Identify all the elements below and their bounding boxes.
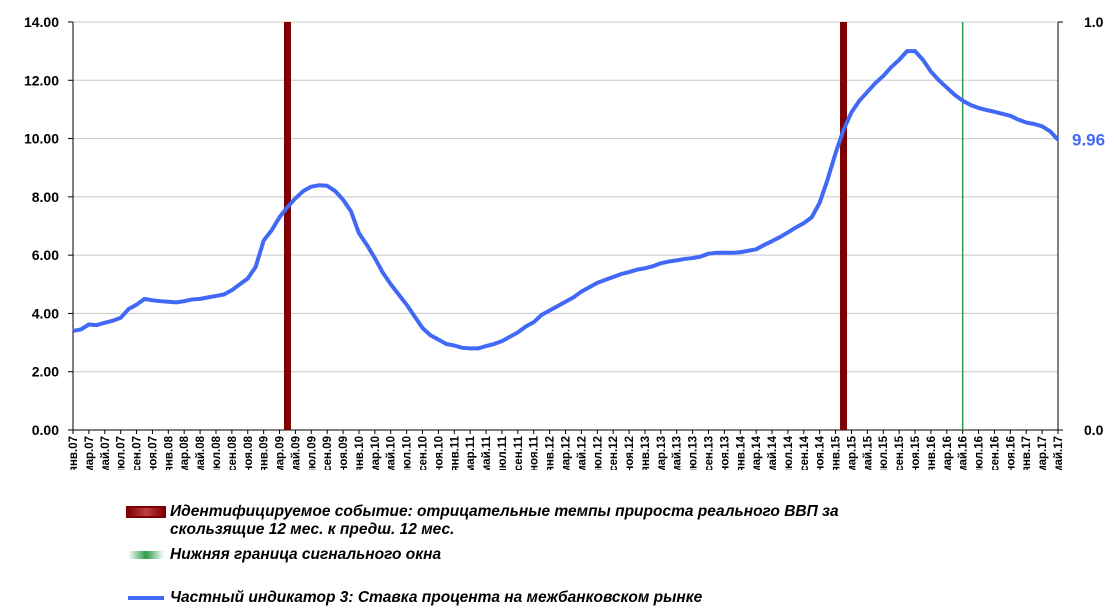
x-tick-label: май.07: [100, 436, 112, 470]
x-tick-label: ноя.12: [624, 436, 636, 470]
event-bar: [961, 22, 964, 430]
x-tick-label: ноя.11: [529, 435, 541, 470]
x-tick-label: ноя.13: [719, 436, 731, 470]
legend-swatch: [128, 551, 164, 559]
legend-item: Идентифицируемое событие: отрицательные …: [126, 503, 840, 539]
x-tick-label: май.09: [290, 436, 302, 470]
x-tick-label: янв.08: [163, 435, 175, 470]
y-tick-label: 12.00: [24, 72, 59, 88]
x-tick-label: май.15: [862, 435, 874, 470]
x-tick-label: июл.16: [974, 436, 986, 470]
legend-swatch: [126, 506, 166, 518]
x-tick-label: мар.11: [465, 435, 477, 470]
legend-item: Частный индикатор 3: Ставка процента на …: [128, 589, 840, 607]
x-tick-label: янв.15: [831, 435, 843, 470]
x-tick-label: ноя.14: [815, 435, 827, 470]
legend-label: Частный индикатор 3: Ставка процента на …: [170, 589, 703, 606]
x-tick-label: янв.07: [68, 436, 80, 470]
x-tick-label: май.10: [386, 436, 398, 470]
x-tick-label: ноя.09: [338, 436, 350, 470]
last-value-label: 9.96: [1072, 131, 1105, 150]
x-tick-label: мар.07: [84, 436, 96, 470]
y-tick-label: 2.00: [32, 364, 59, 380]
x-tick-label: мар.13: [656, 436, 668, 470]
x-tick-label: сен.08: [227, 435, 239, 470]
event-bar: [283, 22, 291, 430]
x-tick-label: янв.11: [449, 435, 461, 470]
x-tick-label: янв.12: [545, 436, 557, 470]
x-tick-label: май.16: [958, 436, 970, 470]
y-tick-label: 10.00: [24, 131, 59, 147]
legend-label: Идентифицируемое событие: отрицательные …: [170, 503, 839, 538]
legend-swatch: [128, 596, 164, 600]
x-tick-label: май.12: [576, 436, 588, 470]
x-tick-label: июл.07: [116, 436, 128, 470]
x-tick-label: июл.08: [211, 435, 223, 470]
y-tick-label: 8.00: [32, 189, 59, 205]
x-tick-label: июл.09: [306, 436, 318, 470]
x-tick-label: янв.10: [354, 436, 366, 470]
x-tick-label: ноя.08: [243, 435, 255, 470]
x-tick-label: янв.14: [735, 435, 747, 470]
x-tick-label: ноя.16: [1005, 436, 1017, 470]
x-tick-label: сен.10: [418, 436, 430, 470]
x-tick-label: июл.11: [497, 435, 509, 470]
legend-label: Нижняя граница сигнального окна: [170, 546, 442, 563]
y2-tick-label: 1.0: [1084, 14, 1104, 30]
y-tick-label: 14.00: [24, 14, 59, 30]
x-tick-label: ноя.10: [433, 436, 445, 470]
x-tick-label: сен.11: [513, 435, 525, 470]
x-tick-label: мар.17: [1037, 436, 1049, 470]
x-tick-label: мар.15: [846, 435, 858, 470]
y-tick-label: 6.00: [32, 247, 59, 263]
line: [72, 49, 1060, 351]
chart: 0.00 2.00 4.00 6.00 8.00 10.00 12.00 14.00 0.0 1.…: [24, 14, 1105, 470]
x-tick-label: янв.17: [1021, 436, 1033, 470]
x-tick-label: сен.09: [322, 436, 334, 470]
x-tick-label: сен.14: [799, 435, 811, 470]
x-tick-label: май.13: [672, 436, 684, 470]
x-tick-label: мар.14: [751, 435, 763, 470]
x-tick-label: май.14: [767, 435, 779, 470]
legend-item: Нижняя граница сигнального окна: [128, 546, 840, 564]
x-tick-label: сен.12: [608, 436, 620, 470]
y2-tick-label: 0.0: [1084, 422, 1104, 438]
x-tick-label: июл.15: [878, 435, 890, 470]
x-tick-label: сен.15: [894, 435, 906, 470]
x-tick-label: июл.14: [783, 435, 795, 470]
x-tick-label: янв.13: [640, 436, 652, 470]
x-tick-label: сен.07: [132, 436, 144, 470]
x-tick-label: ноя.07: [147, 436, 159, 470]
x-tick-label: май.17: [1053, 436, 1065, 470]
x-tick-label: июл.12: [592, 436, 604, 470]
x-tick-label: янв.16: [926, 436, 938, 470]
x-tick-label: мар.09: [275, 436, 287, 470]
x-tick-label: май.11: [481, 435, 493, 470]
x-tick-label: сен.13: [703, 436, 715, 470]
y-tick-label: 4.00: [32, 305, 59, 321]
x-tick-label: янв.09: [259, 436, 271, 470]
x-tick-label: июл.10: [402, 436, 414, 470]
x-tick-label: мар.12: [561, 436, 573, 470]
event-bar: [840, 22, 848, 430]
x-tick-label: сен.16: [989, 436, 1001, 470]
x-tick-label: май.08: [195, 435, 207, 470]
x-tick-label: ноя.15: [910, 435, 922, 470]
x-tick-label: мар.10: [370, 436, 382, 470]
x-tick-label: мар.08: [179, 435, 191, 470]
x-tick-label: июл.13: [688, 436, 700, 470]
x-tick-label: мар.16: [942, 436, 954, 470]
y-tick-label: 0.00: [32, 422, 59, 438]
